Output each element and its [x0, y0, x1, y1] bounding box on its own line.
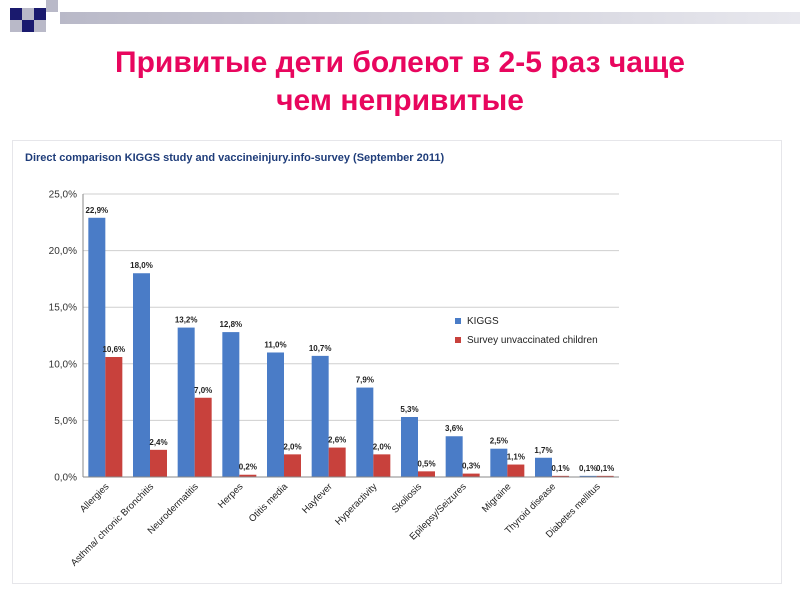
- header-square-light-2: [10, 20, 22, 32]
- y-tick-label: 0,0%: [54, 473, 77, 484]
- bar-survey: [150, 449, 167, 477]
- data-label-kiggs: 1,7%: [534, 446, 552, 455]
- slide-title-line-2: чем непривитые: [276, 84, 524, 117]
- chart-panel: Direct comparison KIGGS study and vaccin…: [12, 140, 782, 584]
- data-label-kiggs: 0,1%: [579, 464, 597, 473]
- bar-survey: [552, 475, 569, 477]
- data-label-kiggs: 3,6%: [445, 424, 463, 433]
- bar-kiggs: [267, 352, 284, 477]
- bar-kiggs: [311, 355, 329, 477]
- bar-kiggs: [177, 327, 195, 477]
- bar-kiggs: [445, 436, 463, 477]
- x-tick-label: Herpes: [216, 481, 246, 511]
- bar-kiggs: [490, 448, 508, 477]
- header-square-dark-3: [22, 20, 34, 32]
- data-label-kiggs: 12,8%: [219, 320, 242, 329]
- y-tick-label: 15,0%: [49, 303, 77, 314]
- x-tick-label: Hayfever: [300, 481, 335, 516]
- header-square-dark-2: [34, 8, 46, 20]
- x-tick-label: Hyperactivity: [333, 481, 379, 527]
- legend-swatch: [455, 318, 461, 324]
- header-square-dark-1: [10, 8, 22, 20]
- data-label-survey: 1,1%: [507, 453, 525, 462]
- bar-survey: [596, 475, 614, 477]
- data-label-survey: 2,0%: [373, 442, 391, 451]
- slide-title: Привитые дети болеют в 2-5 раз чаще чем …: [0, 44, 800, 120]
- bar-survey: [105, 357, 123, 477]
- bar-kiggs: [356, 387, 374, 477]
- header-square-light-4: [46, 0, 58, 12]
- x-tick-label: Allergies: [78, 481, 112, 515]
- data-label-survey: 0,1%: [551, 464, 569, 473]
- bar-kiggs: [401, 417, 418, 477]
- y-tick-label: 20,0%: [49, 246, 77, 257]
- data-label-survey: 2,0%: [283, 442, 301, 451]
- bar-survey: [239, 474, 257, 477]
- legend-label: KIGGS: [467, 316, 499, 327]
- x-tick-label: Migraine: [480, 481, 514, 515]
- bar-survey: [284, 454, 301, 477]
- bar-survey: [194, 397, 212, 477]
- bar-survey: [418, 471, 435, 477]
- data-label-survey: 0,2%: [239, 463, 257, 472]
- data-label-survey: 2,6%: [328, 436, 346, 445]
- data-label-survey: 10,6%: [102, 345, 125, 354]
- chart-title: Direct comparison KIGGS study and vaccin…: [25, 152, 444, 164]
- data-label-survey: 0,1%: [596, 464, 614, 473]
- bar-kiggs: [88, 217, 106, 477]
- legend-label: Survey unvaccinated children: [467, 335, 598, 346]
- bar-survey: [373, 454, 391, 477]
- header-square-light-3: [34, 20, 46, 32]
- data-label-kiggs: 18,0%: [130, 261, 153, 270]
- data-label-kiggs: 7,9%: [356, 376, 374, 385]
- x-tick-label: Asthma/ chronic Bronchitis: [69, 481, 156, 568]
- bar-kiggs: [133, 273, 150, 477]
- data-label-kiggs: 22,9%: [85, 206, 108, 215]
- bar-kiggs: [222, 332, 240, 477]
- data-label-kiggs: 10,7%: [309, 344, 332, 353]
- slide-title-line-1: Привитые дети болеют в 2-5 раз чаще: [115, 46, 685, 79]
- bar-kiggs: [535, 457, 552, 477]
- data-label-survey: 2,4%: [149, 438, 167, 447]
- x-tick-label: Otitis media: [247, 481, 291, 525]
- data-label-kiggs: 11,0%: [264, 340, 286, 349]
- bar-chart: Direct comparison KIGGS study and vaccin…: [25, 152, 619, 569]
- data-label-survey: 0,5%: [417, 459, 435, 468]
- data-label-kiggs: 2,5%: [490, 437, 508, 446]
- data-label-kiggs: 13,2%: [175, 316, 198, 325]
- bar-survey: [507, 464, 525, 477]
- y-tick-label: 25,0%: [49, 190, 77, 201]
- legend-swatch: [455, 337, 461, 343]
- y-tick-label: 5,0%: [54, 416, 77, 427]
- header-square-light-1: [22, 8, 34, 20]
- bar-kiggs: [579, 475, 597, 477]
- x-tick-label: Skoliosis: [390, 481, 424, 515]
- data-label-kiggs: 5,3%: [400, 405, 418, 414]
- data-label-survey: 7,0%: [194, 386, 212, 395]
- header-decoration-bar: [60, 12, 800, 24]
- bar-survey: [462, 473, 480, 477]
- data-label-survey: 0,3%: [462, 462, 480, 471]
- y-tick-label: 10,0%: [49, 359, 77, 370]
- bar-survey: [328, 447, 346, 477]
